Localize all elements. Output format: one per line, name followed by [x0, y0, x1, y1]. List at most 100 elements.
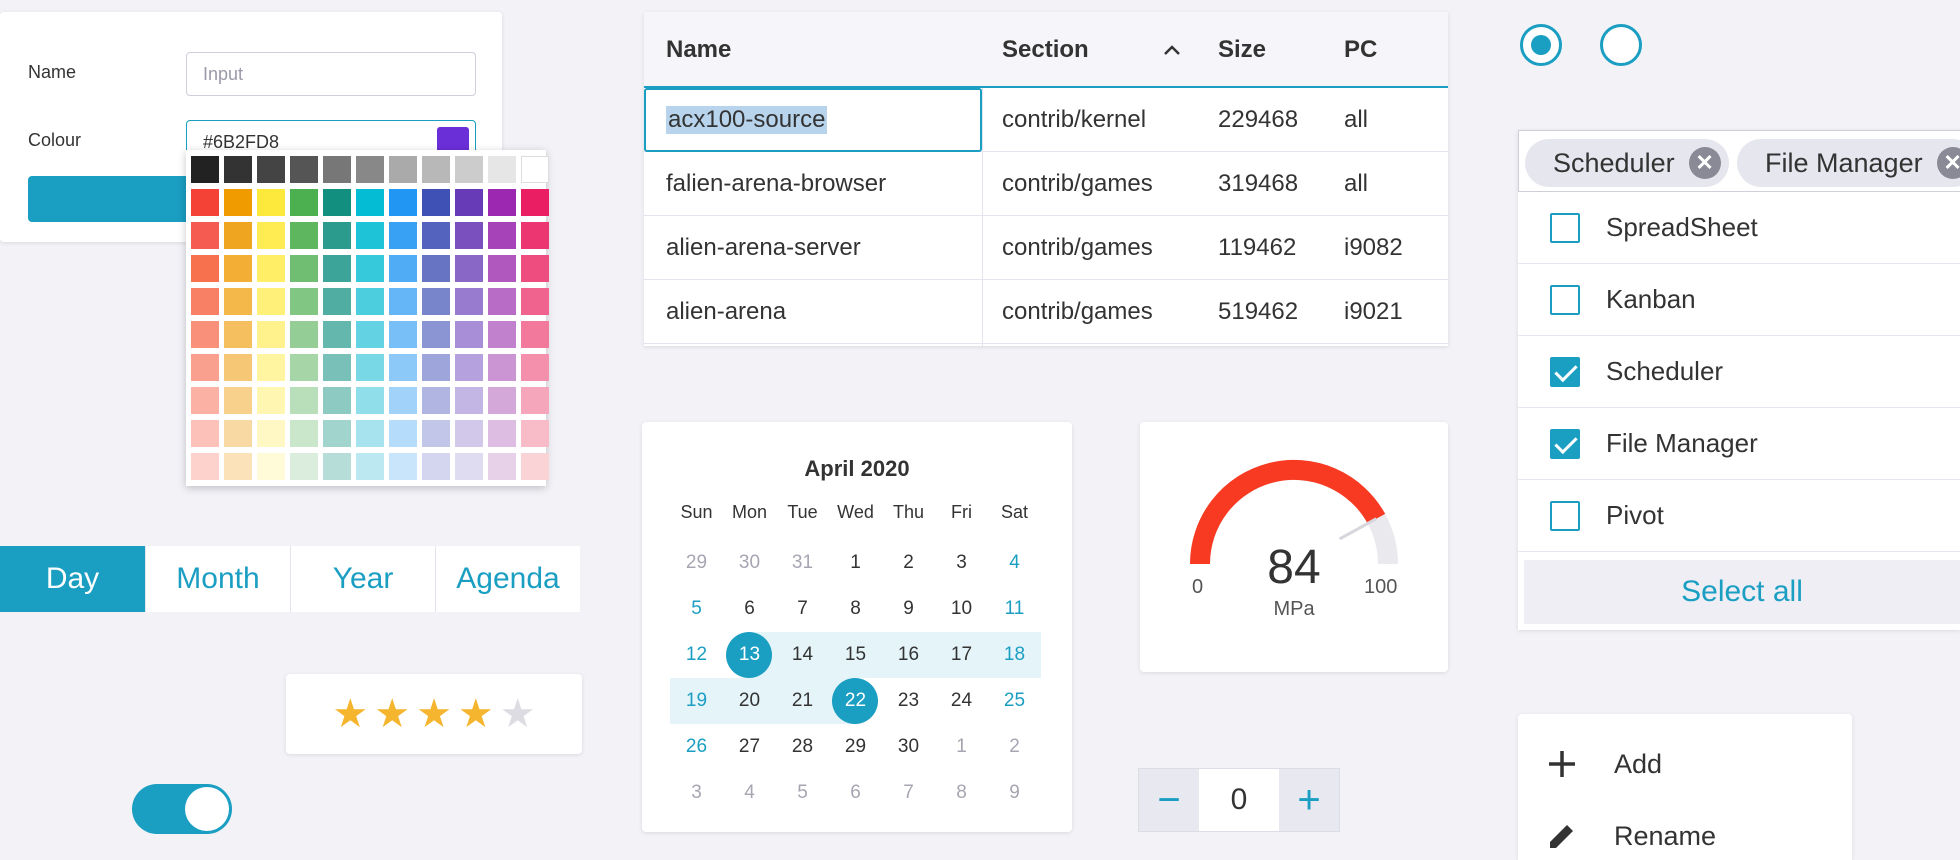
colour-swatch-cell[interactable]	[224, 321, 252, 348]
colour-swatch-cell[interactable]	[389, 420, 417, 447]
colour-swatch-cell[interactable]	[389, 453, 417, 480]
colour-swatch-cell[interactable]	[323, 156, 351, 183]
sort-ascending-icon[interactable]	[1158, 36, 1186, 64]
calendar-day[interactable]: 6	[723, 586, 776, 632]
menu-item-add[interactable]: Add	[1518, 728, 1852, 800]
calendar-day[interactable]: 15	[829, 632, 882, 678]
calendar-day[interactable]: 8	[829, 586, 882, 632]
colour-swatch-cell[interactable]	[521, 354, 549, 381]
colour-swatch-cell[interactable]	[389, 321, 417, 348]
colour-swatch-cell[interactable]	[356, 156, 384, 183]
colour-swatch-cell[interactable]	[356, 255, 384, 282]
colour-swatch-cell[interactable]	[356, 420, 384, 447]
colour-swatch-cell[interactable]	[488, 453, 516, 480]
colour-swatch-cell[interactable]	[224, 453, 252, 480]
colour-swatch-cell[interactable]	[389, 222, 417, 249]
star-icon[interactable]: ★	[416, 692, 452, 736]
calendar-day[interactable]: 26	[670, 724, 723, 770]
colour-swatch-cell[interactable]	[191, 288, 219, 315]
name-input[interactable]: Input	[186, 52, 476, 96]
colour-swatch-cell[interactable]	[455, 387, 483, 414]
colour-swatch-cell[interactable]	[290, 354, 318, 381]
colour-swatch-cell[interactable]	[290, 156, 318, 183]
star-icon[interactable]: ★	[332, 692, 369, 736]
calendar-day[interactable]: 2	[882, 540, 935, 586]
calendar-day[interactable]: 7	[776, 586, 829, 632]
colour-swatch-cell[interactable]	[422, 321, 450, 348]
colour-swatch-cell[interactable]	[224, 420, 252, 447]
calendar-day[interactable]: 4	[723, 770, 776, 816]
colour-swatch-cell[interactable]	[455, 420, 483, 447]
table-row[interactable]: falien-arena-browser contrib/games 319468 a…	[644, 152, 1448, 216]
colour-swatch-cell[interactable]	[422, 453, 450, 480]
calendar-day[interactable]: 17	[935, 632, 988, 678]
colour-swatch-cell[interactable]	[455, 288, 483, 315]
colour-swatch-cell[interactable]	[356, 222, 384, 249]
toggle-knob[interactable]	[185, 787, 229, 831]
calendar-day[interactable]: 7	[882, 770, 935, 816]
calendar-day[interactable]: 18	[988, 632, 1041, 678]
calendar-day[interactable]: 1	[829, 540, 882, 586]
colour-swatch-cell[interactable]	[389, 288, 417, 315]
colour-swatch-cell[interactable]	[356, 453, 384, 480]
option-spreadsheet[interactable]: SpreadSheet	[1518, 192, 1960, 264]
colour-swatch-cell[interactable]	[191, 222, 219, 249]
calendar-day[interactable]: 21	[776, 678, 829, 724]
calendar-day[interactable]: 11	[988, 586, 1041, 632]
colour-swatch-cell[interactable]	[356, 354, 384, 381]
colour-swatch-cell[interactable]	[257, 222, 285, 249]
colour-swatch-cell[interactable]	[422, 288, 450, 315]
column-header-section[interactable]: Section	[1002, 36, 1089, 63]
colour-swatch-cell[interactable]	[323, 354, 351, 381]
calendar-day[interactable]: 10	[935, 586, 988, 632]
colour-swatch-cell[interactable]	[257, 189, 285, 216]
colour-swatch-cell[interactable]	[521, 156, 549, 183]
checkbox-icon[interactable]	[1550, 212, 1580, 243]
calendar-day[interactable]: 19	[670, 678, 723, 724]
calendar-day-selected[interactable]: 13	[723, 632, 776, 678]
colour-swatch-cell[interactable]	[191, 354, 219, 381]
tab-month[interactable]: Month	[145, 546, 290, 612]
colour-swatch-cell[interactable]	[356, 387, 384, 414]
colour-swatch-cell[interactable]	[455, 453, 483, 480]
colour-swatch-cell[interactable]	[422, 255, 450, 282]
tab-day[interactable]: Day	[0, 546, 145, 612]
calendar-day-selected[interactable]: 22	[829, 678, 882, 724]
colour-swatch-cell[interactable]	[389, 156, 417, 183]
checkbox-checked-icon[interactable]	[1550, 428, 1580, 459]
colour-swatch-cell[interactable]	[488, 420, 516, 447]
colour-swatch-cell[interactable]	[323, 189, 351, 216]
column-header-size[interactable]: Size	[1218, 36, 1267, 63]
chip-remove-icon[interactable]: ✕	[1936, 147, 1960, 179]
toggle-switch[interactable]	[132, 784, 232, 834]
colour-swatch-cell[interactable]	[290, 321, 318, 348]
calendar-day[interactable]: 9	[882, 586, 935, 632]
multiselect-input[interactable]: Scheduler ✕ File Manager ✕	[1518, 130, 1960, 192]
colour-swatch-cell[interactable]	[257, 288, 285, 315]
increment-button[interactable]: +	[1297, 777, 1321, 822]
colour-swatch-cell[interactable]	[323, 420, 351, 447]
table-row[interactable]: alien-arena contrib/games 519462 i9021	[644, 280, 1448, 344]
calendar-day[interactable]: 31	[776, 540, 829, 586]
colour-swatch-cell[interactable]	[455, 189, 483, 216]
checkbox-checked-icon[interactable]	[1550, 356, 1580, 387]
calendar-day[interactable]: 14	[776, 632, 829, 678]
colour-swatch-cell[interactable]	[356, 321, 384, 348]
calendar-day[interactable]: 25	[988, 678, 1041, 724]
option-file-manager[interactable]: File Manager	[1518, 408, 1960, 480]
calendar-day[interactable]: 20	[723, 678, 776, 724]
calendar-day[interactable]: 27	[723, 724, 776, 770]
colour-swatch-cell[interactable]	[422, 189, 450, 216]
colour-swatch-cell[interactable]	[323, 255, 351, 282]
decrement-button[interactable]: −	[1157, 777, 1181, 822]
colour-swatch-cell[interactable]	[257, 387, 285, 414]
calendar-day[interactable]: 24	[935, 678, 988, 724]
calendar-day[interactable]: 3	[935, 540, 988, 586]
checkbox-icon[interactable]	[1550, 284, 1580, 315]
column-header-name[interactable]: Name	[666, 36, 732, 63]
calendar-day[interactable]: 29	[829, 724, 882, 770]
chip-remove-icon[interactable]: ✕	[1688, 147, 1721, 179]
colour-swatch-cell[interactable]	[323, 453, 351, 480]
colour-swatch-cell[interactable]	[488, 156, 516, 183]
colour-swatch-cell[interactable]	[224, 255, 252, 282]
